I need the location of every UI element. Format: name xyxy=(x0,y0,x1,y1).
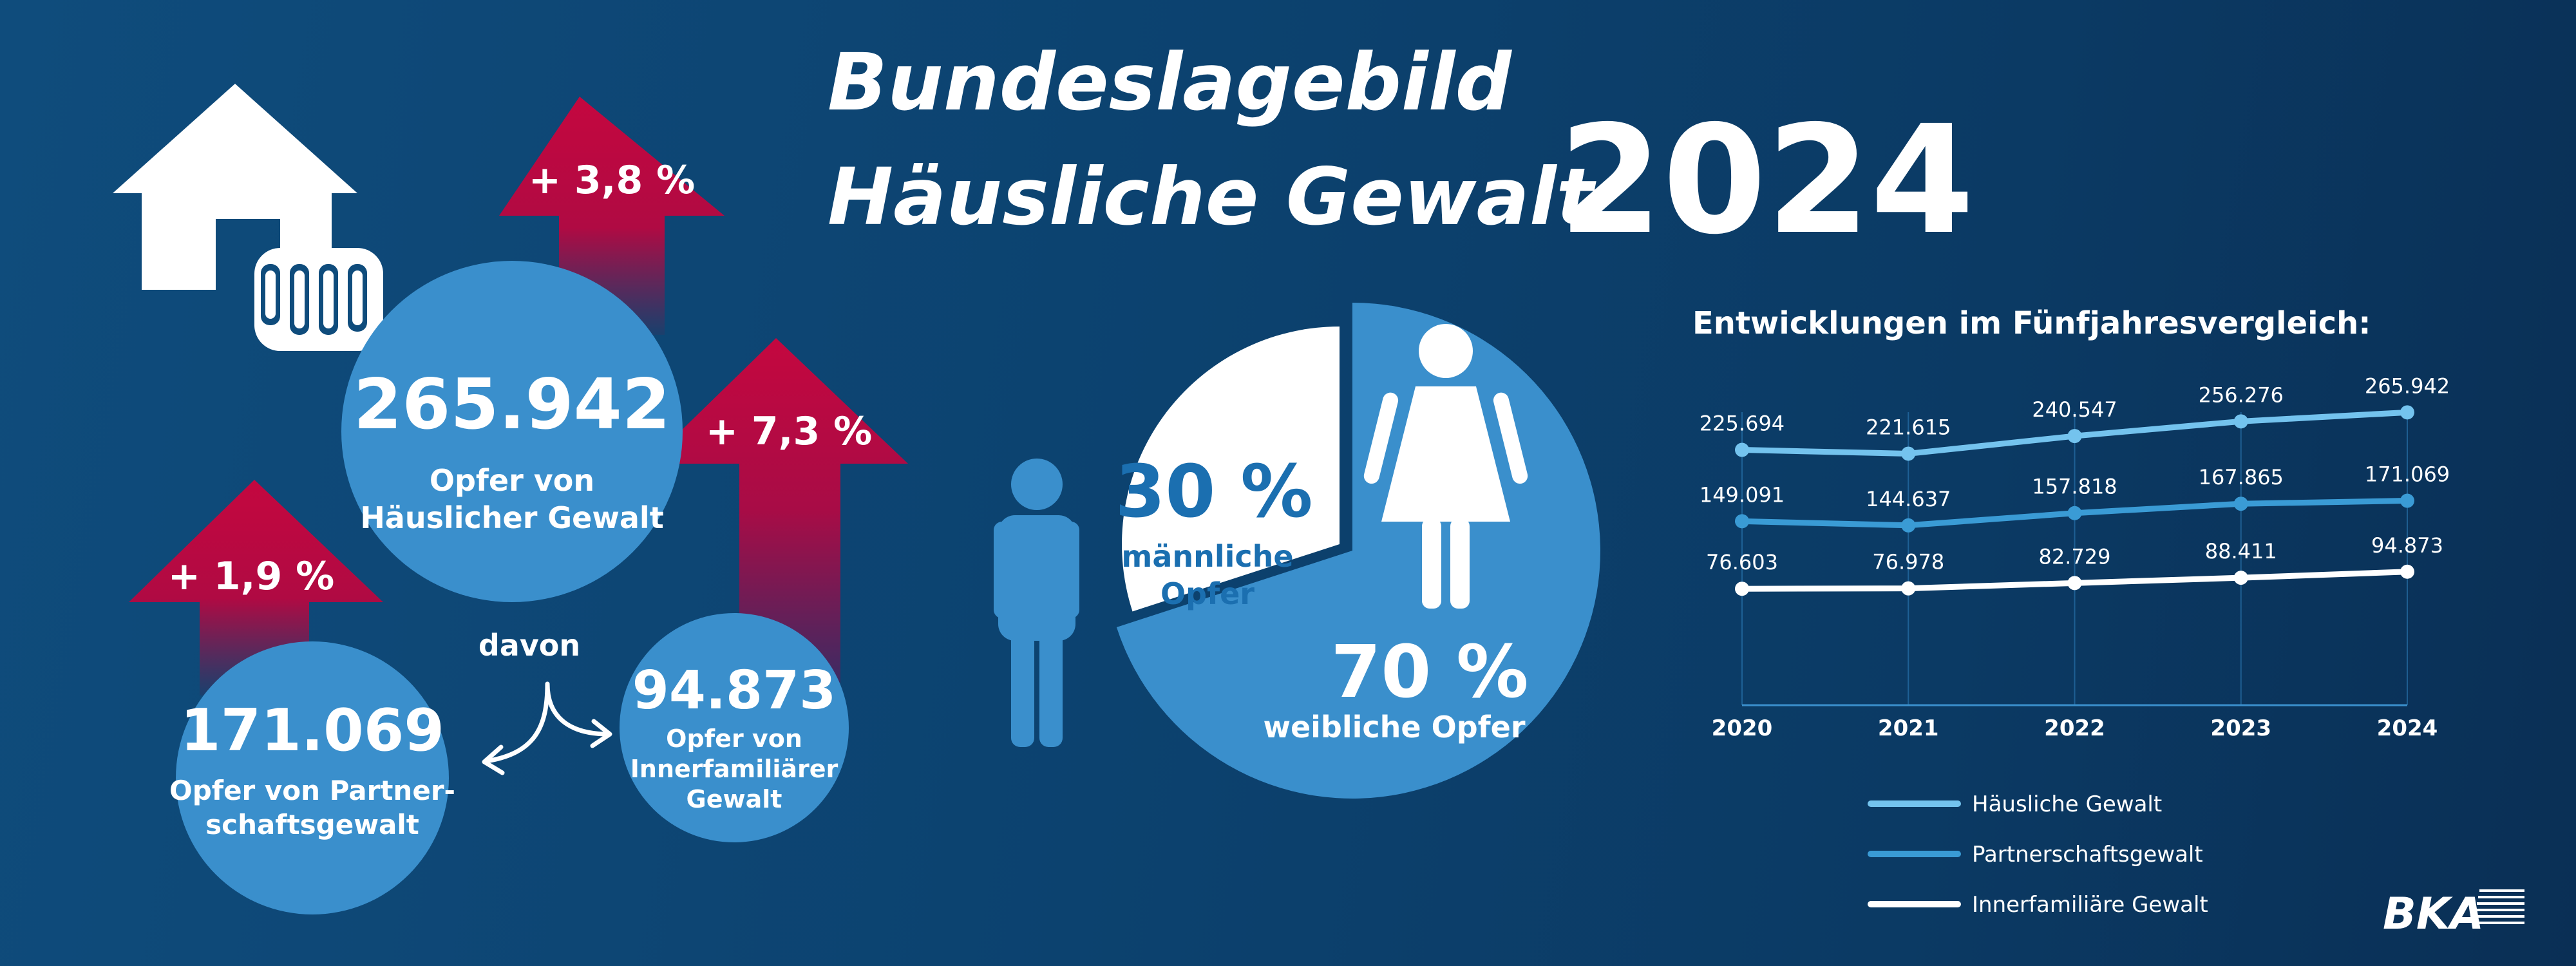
x-tick-label-2021: 2021 xyxy=(1878,715,1939,741)
change-family: + 7,3 % xyxy=(706,409,872,454)
stat-family-label-3: Gewalt xyxy=(687,785,782,813)
legend-label-2: Innerfamiliäre Gewalt xyxy=(1972,892,2208,918)
arrow-partner-change: + 1,9 % xyxy=(129,480,383,696)
series-0-point-2022 xyxy=(2067,429,2082,444)
bka-logo-text: BKA xyxy=(2383,889,2484,940)
x-tick-label-2020: 2020 xyxy=(1712,715,1773,741)
series-0-point-2023 xyxy=(2233,414,2248,429)
legend-label-1: Partnerschaftsgewalt xyxy=(1972,842,2203,867)
male-label-2: Opfer xyxy=(1160,576,1255,611)
line-chart: 2020 2021 2022 2023 2024 225.694 221.615 240.54… xyxy=(1700,374,2450,918)
stat-family-label-1: Opfer von xyxy=(666,724,802,753)
series-1-label-2020: 149.091 xyxy=(1700,482,1785,507)
stat-partner: 171.069 Opfer von Partner- schaftsgewalt xyxy=(169,641,455,914)
stat-family-label-2: Innerfamiliärer xyxy=(630,755,838,783)
stat-total-label-2: Häuslicher Gewalt xyxy=(360,500,663,535)
series-1-label-2023: 167.865 xyxy=(2199,465,2284,489)
x-tick-label-2024: 2024 xyxy=(2377,715,2438,741)
series-0-label-2024: 265.942 xyxy=(2365,374,2450,398)
title-line-1: Bundeslagebild xyxy=(828,37,1513,128)
x-tick-label-2023: 2023 xyxy=(2210,715,2271,741)
series-2-label-2023: 88.411 xyxy=(2205,539,2277,564)
series-2-label-2024: 94.873 xyxy=(2371,533,2443,558)
title-line-2: Häusliche Gewalt xyxy=(828,151,1597,243)
stat-total-label-1: Opfer von xyxy=(430,463,594,498)
change-partner: + 1,9 % xyxy=(168,554,334,599)
series-1-point-2023 xyxy=(2233,497,2248,511)
female-label: weibliche Opfer xyxy=(1263,710,1525,744)
title-year: 2024 xyxy=(1558,93,1975,267)
legend-label-0: Häusliche Gewalt xyxy=(1972,791,2162,817)
stat-family-value: 94.873 xyxy=(632,660,836,721)
arrow-total-change: + 3,8 % xyxy=(499,97,724,335)
stat-partner-label-1: Opfer von Partner- xyxy=(169,775,455,806)
series-2-point-2020 xyxy=(1735,582,1749,596)
pie-slice-male xyxy=(1121,327,1340,612)
stat-partner-value: 171.069 xyxy=(180,697,444,764)
chart-title: Entwicklungen im Fünfjahresvergleich: xyxy=(1692,305,2371,341)
male-person-icon xyxy=(994,459,1079,747)
series-0-point-2020 xyxy=(1735,442,1749,457)
change-total: + 3,8 % xyxy=(529,158,695,203)
series-2-point-2022 xyxy=(2067,576,2082,591)
series-2-label-2021: 76.978 xyxy=(1872,550,1944,574)
series-1-point-2022 xyxy=(2067,506,2082,520)
series-2-point-2021 xyxy=(1901,581,1916,596)
series-0-label-2020: 225.694 xyxy=(1700,412,1785,436)
bka-logo: BKA xyxy=(2383,889,2524,940)
series-1-point-2020 xyxy=(1735,514,1749,529)
female-person-icon xyxy=(1363,324,1528,609)
series-0-point-2024 xyxy=(2400,405,2414,420)
series-1-label-2024: 171.069 xyxy=(2365,462,2450,487)
series-0-point-2021 xyxy=(1901,446,1916,461)
series-1-point-2021 xyxy=(1901,518,1916,533)
connector-davon: davon xyxy=(478,628,580,663)
split-arrow-icon xyxy=(482,681,612,775)
series-2-label-2020: 76.603 xyxy=(1706,550,1778,574)
stat-family: 94.873 Opfer von Innerfamiliärer Gewalt xyxy=(620,613,849,842)
series-2-point-2023 xyxy=(2233,571,2248,585)
series-0-label-2022: 240.547 xyxy=(2032,397,2117,422)
series-1-label-2021: 144.637 xyxy=(1866,487,1951,511)
x-tick-label-2022: 2022 xyxy=(2044,715,2105,741)
fist-icon xyxy=(254,248,383,351)
male-label-1: männliche xyxy=(1121,539,1293,574)
series-0-label-2023: 256.276 xyxy=(2199,383,2284,407)
female-percent: 70 % xyxy=(1331,630,1528,714)
stat-partner-label-2: schaftsgewalt xyxy=(205,809,419,840)
male-percent: 30 % xyxy=(1115,450,1312,534)
stat-total: 265.942 Opfer von Häuslicher Gewalt xyxy=(341,261,683,602)
series-2-label-2022: 82.729 xyxy=(2039,544,2111,569)
arrow-family-change: + 7,3 % xyxy=(647,338,908,683)
stat-total-value: 265.942 xyxy=(354,365,670,445)
house-icon xyxy=(113,84,357,290)
series-1-label-2022: 157.818 xyxy=(2032,475,2117,499)
series-2-point-2024 xyxy=(2400,564,2414,579)
series-1-point-2024 xyxy=(2400,493,2414,508)
series-0-label-2021: 221.615 xyxy=(1866,415,1951,439)
